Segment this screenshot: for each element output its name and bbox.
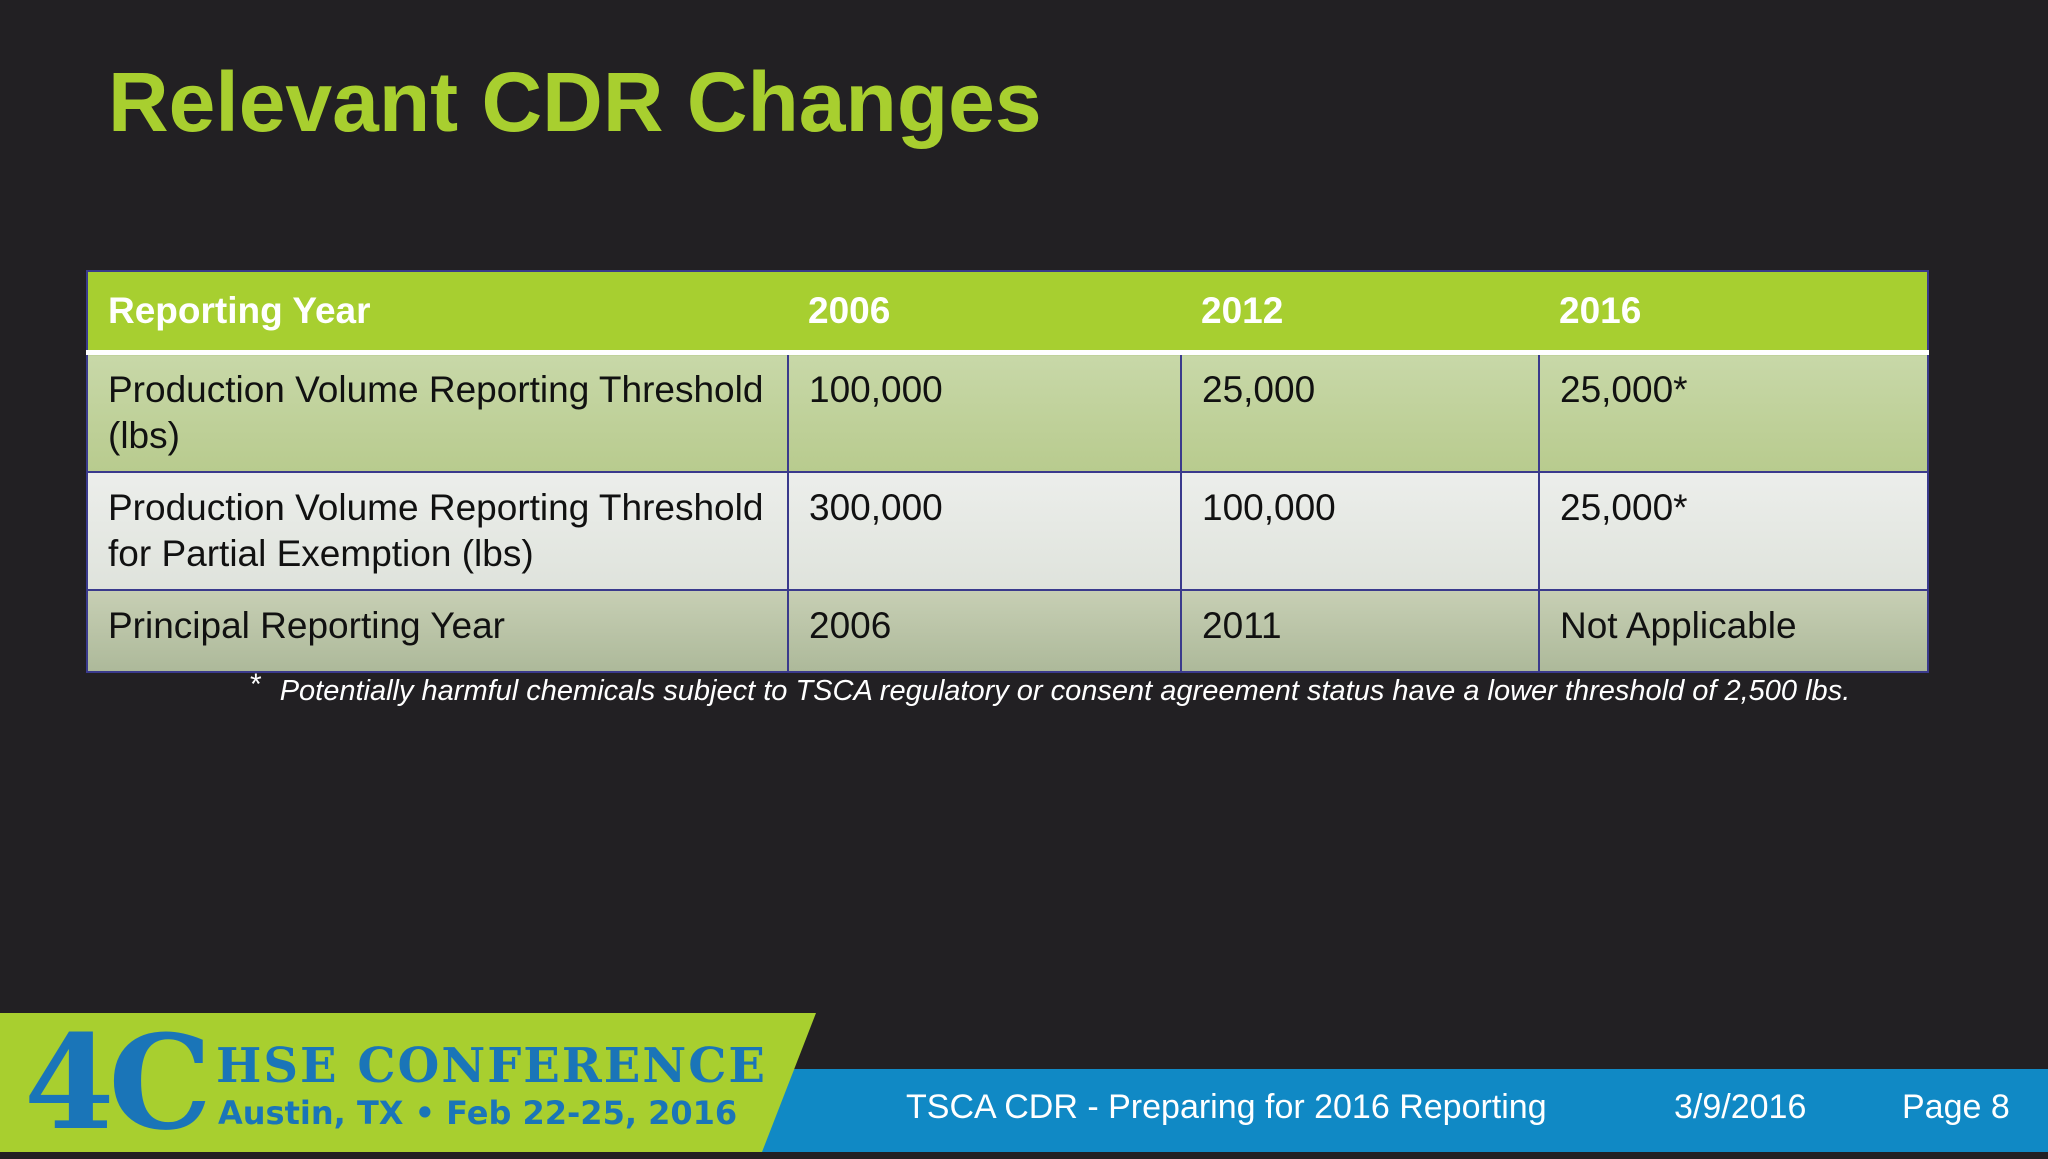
table-cell: 2011 <box>1180 589 1540 673</box>
table-row: Production Volume Reporting Threshold fo… <box>86 471 1929 591</box>
table-cell: 25,000* <box>1538 351 1929 473</box>
table-cell: Not Applicable <box>1538 589 1929 673</box>
table-cell: 100,000 <box>787 351 1182 473</box>
presentation-title: TSCA CDR - Preparing for 2016 Reporting <box>906 1088 1547 1126</box>
page-number: Page 8 <box>1902 1088 2010 1126</box>
header-2012: 2012 <box>1181 271 1539 355</box>
table-cell: 25,000* <box>1538 471 1929 591</box>
table-cell: 300,000 <box>787 471 1182 591</box>
header-reporting-year: Reporting Year <box>87 271 788 355</box>
table-cell: 100,000 <box>1180 471 1540 591</box>
cdr-changes-table: Reporting Year 2006 2012 2016 Production… <box>86 270 1929 673</box>
4c-logo-icon: 4C <box>24 1006 212 1159</box>
conference-name: HSE CONFERENCE <box>216 1038 768 1094</box>
slide-title: Relevant CDR Changes <box>108 55 1042 149</box>
table-cell: 25,000 <box>1180 351 1540 473</box>
presentation-date: 3/9/2016 <box>1674 1088 1807 1126</box>
table-header-row: Reporting Year 2006 2012 2016 <box>87 271 1928 355</box>
row-label: Production Volume Reporting Threshold (l… <box>86 351 789 473</box>
row-label: Production Volume Reporting Threshold fo… <box>86 471 789 591</box>
footer-bar <box>760 1069 2048 1152</box>
table-row: Production Volume Reporting Threshold (l… <box>86 351 1929 473</box>
table-row: Principal Reporting Year 2006 2011 Not A… <box>86 589 1929 673</box>
table-cell: 2006 <box>787 589 1182 673</box>
row-label: Principal Reporting Year <box>86 589 789 673</box>
header-2016: 2016 <box>1539 271 1928 355</box>
header-2006: 2006 <box>788 271 1181 355</box>
footnote: * Potentially harmful chemicals subject t… <box>250 668 1851 708</box>
conference-location-dates: Austin, TX • Feb 22-25, 2016 <box>218 1094 738 1132</box>
footnote-text: Potentially harmful chemicals subject to… <box>279 675 1851 707</box>
footnote-marker: * <box>250 668 262 701</box>
conference-logo-panel <box>0 1013 816 1152</box>
